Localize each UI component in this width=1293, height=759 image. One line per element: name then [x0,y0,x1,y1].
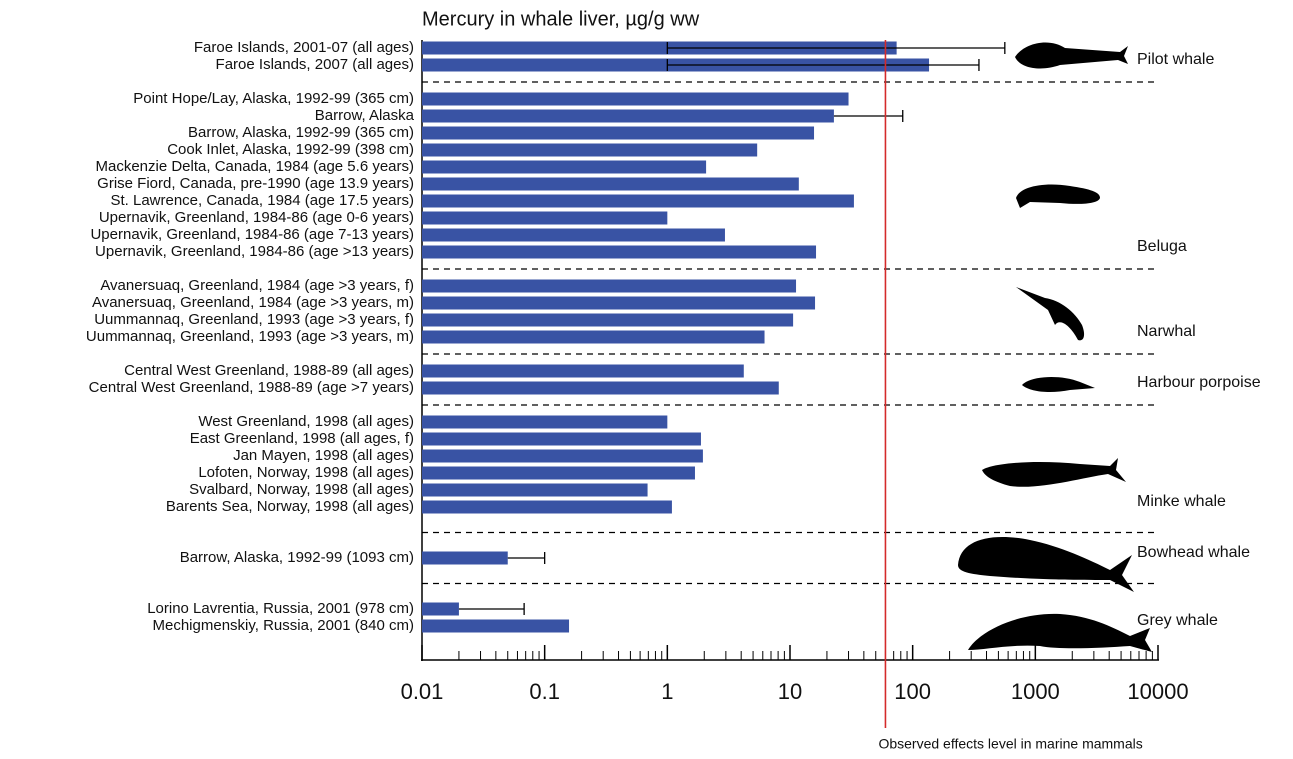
category-label: Upernavik, Greenland, 1984-86 (age 7-13 … [90,226,414,243]
category-label: Upernavik, Greenland, 1984-86 (age 0-6 y… [99,209,414,226]
error-bar [507,552,546,564]
bar [422,483,648,497]
species-label: Minke whale [1137,493,1226,510]
bar [422,619,570,633]
category-label: Svalbard, Norway, 1998 (all ages) [189,481,414,498]
category-label: Mackenzie Delta, Canada, 1984 (age 5.6 y… [95,158,414,175]
bar [422,432,701,446]
category-label: Barrow, Alaska, 1992-99 (365 cm) [188,124,414,141]
category-label: Jan Mayen, 1998 (all ages) [233,447,414,464]
category-label: Point Hope/Lay, Alaska, 1992-99 (365 cm) [133,90,414,107]
bar [422,381,779,395]
category-label: Avanersuaq, Greenland, 1984 (age >3 year… [100,277,414,294]
x-tick-label: 1000 [1011,679,1060,704]
bar [422,500,672,514]
bar [422,415,668,429]
category-label: Barrow, Alaska [315,107,415,124]
reference-label: Observed effects level in marine mammals [878,736,1142,752]
category-label: Avanersuaq, Greenland, 1984 (age >3 year… [92,294,414,311]
narwhal-icon [1016,287,1085,341]
bar [422,160,707,174]
bar [422,602,459,616]
bar [422,330,765,344]
species-label: Bowhead whale [1137,544,1250,561]
category-label: Faroe Islands, 2007 (all ages) [216,56,414,73]
x-tick-label: 10000 [1127,679,1188,704]
category-label: Uummannaq, Greenland, 1993 (age >3 years… [86,328,414,345]
bar [422,279,797,293]
category-label: Cook Inlet, Alaska, 1992-99 (398 cm) [167,141,414,158]
bar [422,228,725,242]
species-label: Beluga [1137,238,1187,255]
x-tick-label: 1 [661,679,673,704]
category-label: Lofoten, Norway, 1998 (all ages) [198,464,414,481]
bar [422,313,794,327]
bar [422,177,799,191]
category-label: Upernavik, Greenland, 1984-86 (age >13 y… [95,243,414,260]
x-tick-label: 0.01 [401,679,444,704]
minke-icon [982,458,1126,487]
error-bar [458,603,525,615]
category-label: West Greenland, 1998 (all ages) [198,413,414,430]
bar [422,364,744,378]
bar [422,211,668,225]
category-label: Central West Greenland, 1988-89 (age >7 … [89,379,414,396]
x-tick-label: 10 [778,679,802,704]
error-bar [666,59,980,71]
bar [422,92,849,106]
bar [422,109,834,123]
x-tick-label: 0.1 [529,679,560,704]
x-tick-label: 100 [894,679,931,704]
porpoise-icon [1022,376,1095,393]
bar [422,551,508,565]
bar [422,466,695,480]
beluga-icon [1016,184,1100,208]
category-label: Grise Fiord, Canada, pre-1990 (age 13.9 … [97,175,414,192]
category-label: Barents Sea, Norway, 1998 (all ages) [166,498,414,515]
bar [422,194,854,208]
species-label: Harbour porpoise [1137,374,1261,391]
bar [422,296,816,310]
category-label: Lorino Lavrentia, Russia, 2001 (978 cm) [147,600,414,617]
category-label: Uummannaq, Greenland, 1993 (age >3 years… [94,311,414,328]
bar [422,41,897,55]
error-bar [833,110,904,122]
bowhead-icon [958,537,1134,592]
category-label: St. Lawrence, Canada, 1984 (age 17.5 yea… [110,192,414,209]
species-label: Narwhal [1137,323,1196,340]
grey-whale-icon [968,613,1152,652]
silhouettes [958,42,1152,652]
pilot-whale-icon [1015,42,1128,69]
bar [422,126,815,140]
category-label: Faroe Islands, 2001-07 (all ages) [194,39,414,56]
category-label: Mechigmenskiy, Russia, 2001 (840 cm) [153,617,415,634]
species-label: Pilot whale [1137,51,1214,68]
bar [422,245,817,259]
chart-title: Mercury in whale liver, µg/g ww [422,8,700,30]
error-bar [666,42,1006,54]
bar [422,143,758,157]
category-label: Central West Greenland, 1988-89 (all age… [124,362,414,379]
species-label: Grey whale [1137,612,1218,629]
category-label: East Greenland, 1998 (all ages, f) [190,430,414,447]
bar [422,449,703,463]
category-label: Barrow, Alaska, 1992-99 (1093 cm) [180,549,414,566]
